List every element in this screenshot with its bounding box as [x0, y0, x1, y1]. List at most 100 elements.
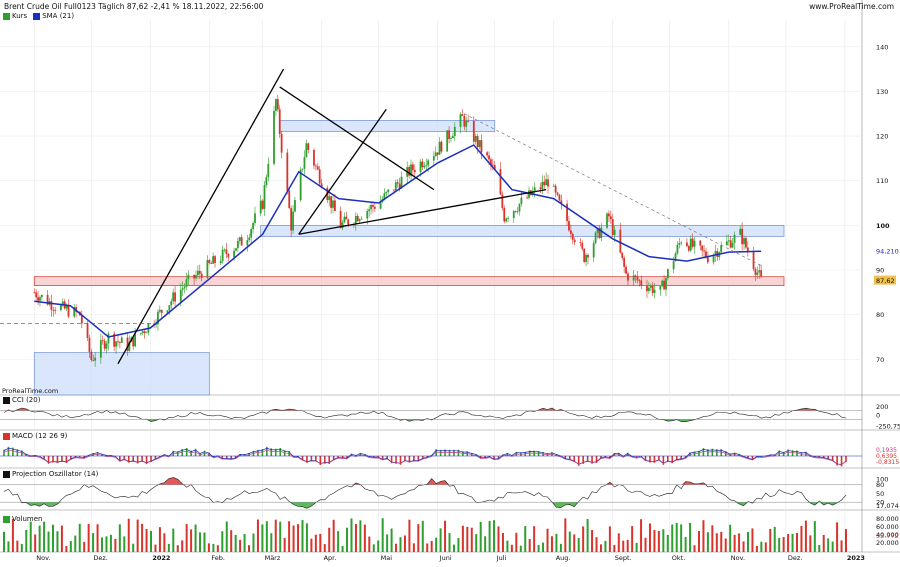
volume-bar	[306, 523, 308, 552]
volume-bar	[235, 535, 237, 552]
candle-body	[264, 185, 266, 209]
volume-bar	[756, 546, 758, 552]
candle-body	[250, 229, 252, 237]
candle-body	[315, 166, 317, 167]
volume-bar	[564, 518, 566, 552]
volume-tick-label: 80.000	[876, 515, 899, 523]
volume-bar	[239, 540, 241, 552]
y-tick-label: 70	[876, 356, 884, 364]
volume-bar	[743, 541, 745, 552]
candle-body	[273, 111, 275, 164]
candle-body	[212, 256, 214, 264]
candle-body	[648, 288, 650, 291]
candle-body	[433, 156, 435, 160]
candle-body	[463, 116, 465, 127]
candle-body	[703, 250, 705, 251]
volume-bar	[725, 539, 727, 552]
candle-body	[638, 280, 640, 281]
candle-body	[739, 229, 741, 235]
candle-body	[87, 323, 89, 338]
macd-value-3: -0,8315	[876, 459, 899, 466]
volume-bar	[453, 545, 455, 552]
candle-body	[68, 306, 70, 317]
candle-body	[387, 190, 389, 192]
candle-body	[612, 219, 614, 235]
candle-body	[547, 179, 549, 186]
x-tick-label: Mai	[381, 554, 393, 562]
volume-bar	[694, 545, 696, 552]
candle-body	[572, 234, 574, 240]
candle-body	[187, 275, 189, 279]
volume-bar	[827, 538, 829, 552]
legend-volume: Volumen	[3, 515, 42, 523]
site-link[interactable]: www.ProRealTime.com	[809, 2, 894, 11]
candle-body	[119, 342, 121, 343]
volume-bar	[845, 529, 847, 552]
volume-bar	[70, 541, 72, 552]
volume-bar	[818, 545, 820, 552]
candle-body	[450, 138, 452, 139]
candle-body	[199, 271, 201, 274]
volume-bar	[796, 533, 798, 552]
volume-bar	[199, 532, 201, 552]
volume-bar	[373, 544, 375, 552]
candle-body	[732, 243, 734, 248]
volume-bar	[217, 545, 219, 552]
sma-swatch-icon	[33, 13, 40, 20]
volume-bar	[110, 535, 112, 552]
candle-body	[460, 114, 462, 127]
candle-body	[220, 261, 222, 263]
candle-body	[659, 286, 661, 290]
candle-body	[756, 273, 758, 275]
volume-bar	[774, 527, 776, 552]
candle-body	[505, 219, 507, 222]
candle-body	[317, 166, 319, 169]
volume-bar	[636, 543, 638, 552]
candle-body	[397, 182, 399, 183]
candle-body	[342, 222, 344, 228]
candle-body	[184, 287, 186, 289]
candle-body	[313, 150, 315, 166]
volume-bar	[74, 536, 76, 552]
candle-body	[583, 249, 585, 262]
volume-bar	[662, 529, 664, 552]
candle-body	[422, 162, 424, 168]
candle-body	[557, 193, 559, 195]
x-tick-label: Juli	[496, 554, 507, 562]
volume-bar	[609, 526, 611, 552]
candle-body	[654, 290, 656, 293]
volume-bar	[391, 529, 393, 552]
candle-body	[570, 230, 572, 233]
volume-bar	[105, 536, 107, 552]
chart-title: Brent Crude Oil Full0123 Täglich 87,62 -…	[4, 2, 263, 11]
volume-bar	[186, 524, 188, 552]
volume-bar	[551, 536, 553, 552]
candle-body	[92, 360, 94, 361]
volume-bar	[604, 541, 606, 552]
candle-body	[650, 286, 652, 288]
sma-value-label: 94,210	[876, 248, 899, 256]
candle-body	[180, 290, 182, 302]
volume-bar	[342, 546, 344, 552]
volume-bar	[293, 525, 295, 552]
volume-bar	[221, 531, 223, 552]
volume-bar	[435, 538, 437, 552]
candle-body	[665, 278, 667, 289]
candle-body	[197, 271, 199, 275]
candle-body	[208, 260, 210, 263]
volume-bar	[596, 537, 598, 552]
volume-bar	[587, 519, 589, 552]
candle-body	[692, 239, 694, 247]
volume-bar	[480, 522, 482, 552]
candle-body	[144, 331, 146, 333]
macd-line	[4, 448, 846, 464]
volume-bar	[16, 541, 18, 552]
volume-bar	[52, 525, 54, 552]
volume-bar	[431, 541, 433, 552]
candle-body	[161, 310, 163, 313]
candle-body	[677, 245, 679, 254]
candle-body	[106, 344, 108, 349]
candle-body	[520, 198, 522, 204]
candle-body	[117, 341, 119, 342]
